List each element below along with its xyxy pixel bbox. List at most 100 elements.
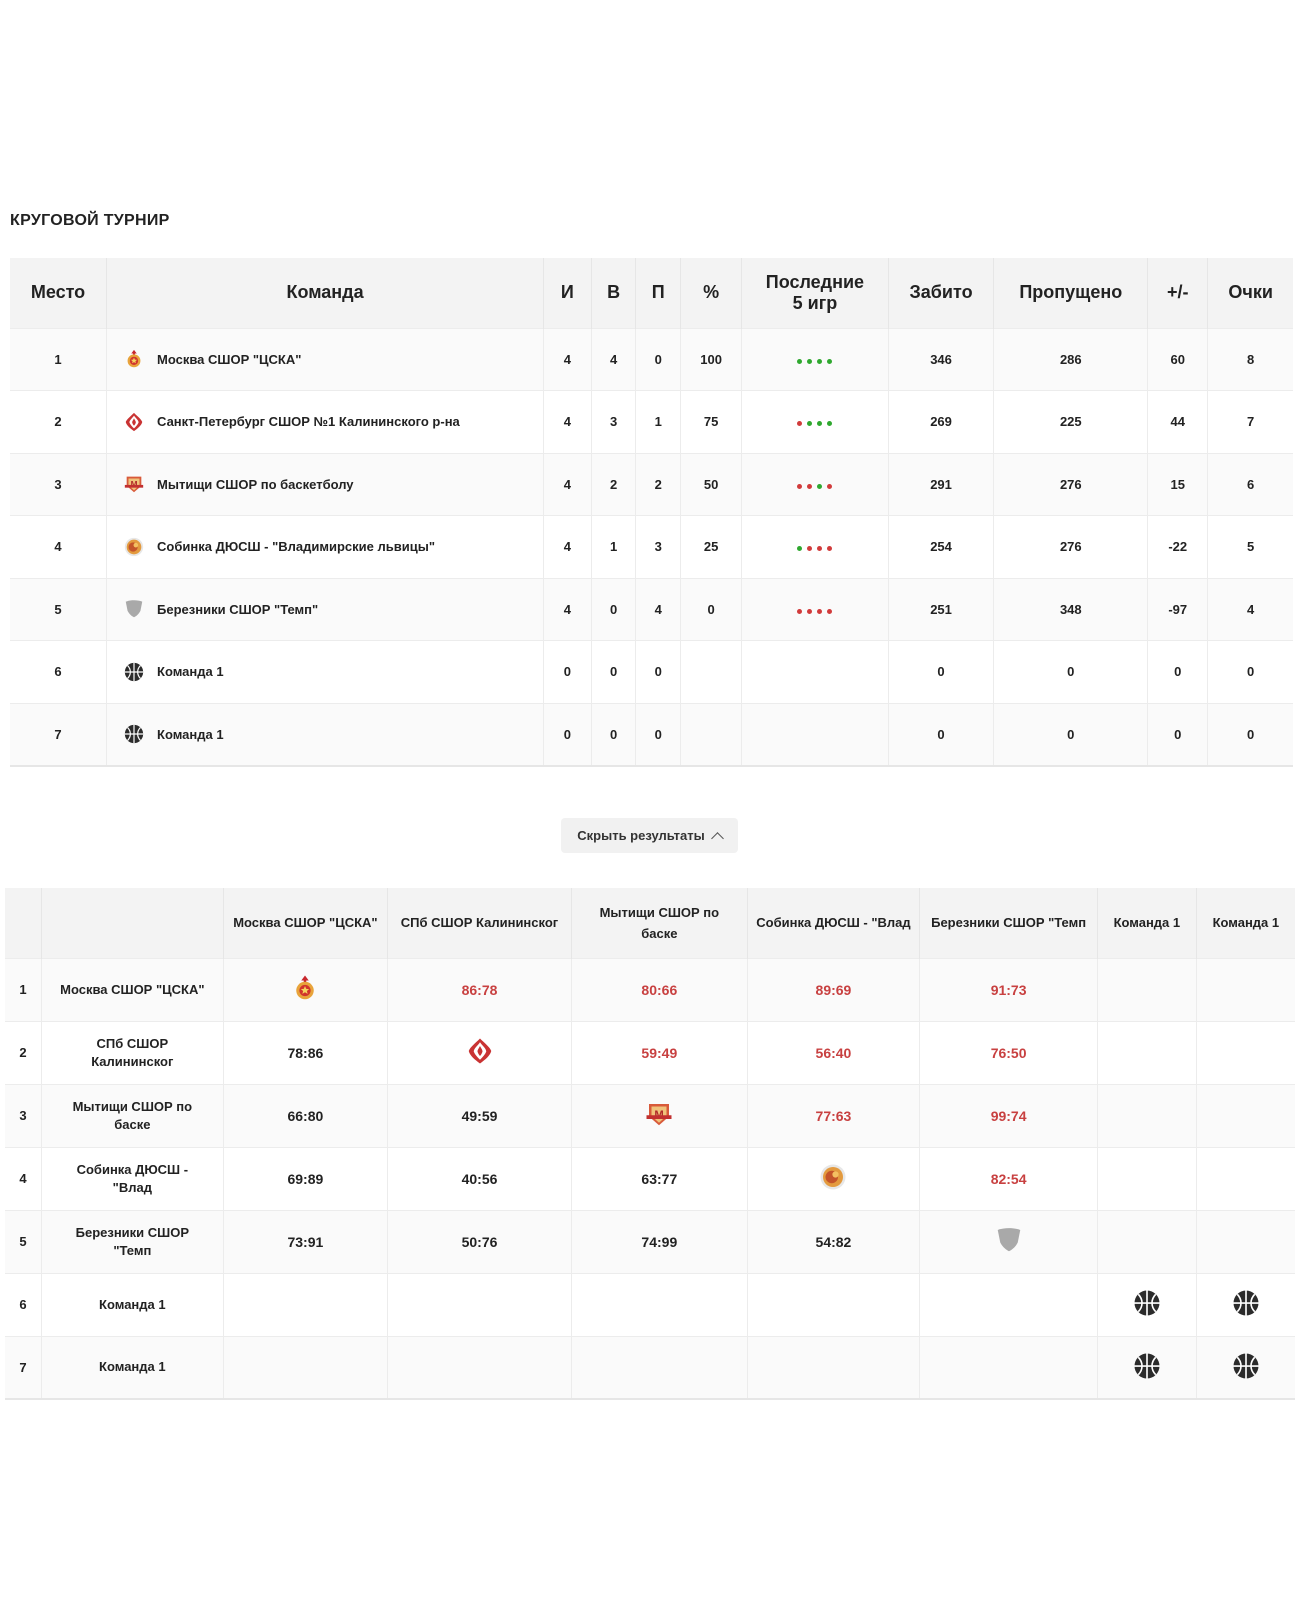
standings-row[interactable]: 4 Собинка ДЮСШ - "Владимирские львицы" 4 1 3… [10,515,1293,578]
team-name[interactable]: Команда 1 [157,726,224,742]
team-cell[interactable]: Санкт-Петербург СШОР №1 Калининского р-н… [106,390,545,453]
col-pct[interactable]: % [680,258,743,328]
team-cell[interactable]: M Мытищи СШОР по баскетболу [106,452,545,516]
losses-cell: 3 [635,515,682,578]
score-cell[interactable]: 54:82 [747,1209,921,1273]
wins-cell: 0 [591,577,637,641]
score-cell[interactable]: 66:80 [223,1083,389,1147]
self-match-cell [1196,1272,1295,1336]
conceded-cell: 0 [993,702,1149,766]
team-name[interactable]: Команда 1 [157,664,224,680]
row-number: 3 [5,1083,42,1147]
col-conceded[interactable]: Пропущено [993,258,1149,328]
row-number: 2 [5,1020,42,1084]
last5-cell [741,452,889,516]
team-name[interactable]: Собинка ДЮСШ - "Владимирские львицы" [157,539,435,555]
row-number: 5 [5,1209,42,1273]
score-cell[interactable]: 56:40 [747,1020,921,1084]
chevron-up-icon [710,831,724,845]
col-games[interactable]: И [543,258,592,328]
col-scored[interactable]: Забито [888,258,995,328]
standings-row[interactable]: 5 Березники СШОР "Темп" 4 0 4 0 251 348 -97 4 [10,577,1293,641]
score-cell[interactable]: 50:76 [387,1209,572,1273]
conceded-cell: 276 [993,515,1149,578]
self-match-cell [1097,1272,1197,1336]
row-team-name[interactable]: Команда 1 [41,1272,224,1336]
losses-cell: 4 [635,577,682,641]
conceded-cell: 348 [993,577,1149,641]
score-cell[interactable]: 59:49 [571,1020,748,1084]
score-cell[interactable]: 99:74 [919,1083,1098,1147]
team-cell[interactable]: Березники СШОР "Темп" [106,577,545,641]
opponent-header[interactable]: Москва СШОР "ЦСКА" [223,888,389,958]
standings-row[interactable]: 2 Санкт-Петербург СШОР №1 Калининского р-… [10,390,1293,453]
win-dot [797,546,803,552]
empty-cell [1196,957,1295,1021]
score-cell[interactable]: 86:78 [387,957,572,1021]
score-cell[interactable]: 82:54 [919,1146,1098,1210]
col-wins[interactable]: В [591,258,637,328]
opponent-header[interactable]: Березники СШОР "Темп [919,888,1098,958]
place-cell: 7 [10,702,108,766]
diff-cell: 0 [1147,702,1209,766]
col-points[interactable]: Очки [1207,258,1293,328]
team-name[interactable]: Санкт-Петербург СШОР №1 Калининского р-н… [157,414,460,430]
points-cell: 8 [1207,327,1293,391]
empty-cell [1196,1146,1295,1210]
self-match-cell [747,1146,921,1210]
hide-results-button[interactable]: Скрыть результаты [561,818,738,853]
col-team[interactable]: Команда [106,258,545,328]
team-name[interactable]: Березники СШОР "Темп" [157,601,319,617]
opponent-header[interactable]: Мытищи СШОР по баске [571,888,748,958]
standings-row[interactable]: 3 M Мытищи СШОР по баскетболу 4 2 2 50 291 276 15… [10,452,1293,516]
score-cell[interactable]: 76:50 [919,1020,1098,1084]
games-cell: 0 [543,640,592,703]
col-losses[interactable]: П [635,258,682,328]
opponent-header[interactable]: СПб СШОР Калининског [387,888,572,958]
scored-cell: 251 [888,577,995,641]
row-team-name[interactable]: Команда 1 [41,1335,224,1399]
row-team-name[interactable]: Березники СШОР "Темп [41,1209,224,1273]
score-cell[interactable]: 40:56 [387,1146,572,1210]
opponent-header[interactable]: Собинка ДЮСШ - "Влад [747,888,921,958]
team-cell[interactable]: Собинка ДЮСШ - "Владимирские львицы" [106,515,545,578]
score-cell[interactable]: 77:63 [747,1083,921,1147]
score-cell[interactable]: 49:59 [387,1083,572,1147]
team-cell[interactable]: Москва СШОР "ЦСКА" [106,327,545,391]
row-team-name[interactable]: Собинка ДЮСШ - "Влад [41,1146,224,1210]
team-cell[interactable]: Команда 1 [106,702,545,766]
opponent-header[interactable]: Команда 1 [1196,888,1295,958]
row-team-name[interactable]: СПб СШОР Калининског [41,1020,224,1084]
place-cell: 1 [10,327,108,391]
results-row: 4 Собинка ДЮСШ - "Влад 69:89 40:56 63:77 82:5… [5,1146,1295,1210]
results-row: 3 Мытищи СШОР по баске 66:80 49:59 M 77:63 99:… [5,1083,1295,1147]
standings-row[interactable]: 1 Москва СШОР "ЦСКА" 4 4 0 100 346 286 60 8 [10,327,1293,391]
score-cell[interactable]: 91:73 [919,957,1098,1021]
row-team-name[interactable]: Мытищи СШОР по баске [41,1083,224,1147]
losses-cell: 2 [635,452,682,516]
empty-cell [387,1335,572,1399]
score-cell[interactable]: 69:89 [223,1146,389,1210]
team-name[interactable]: Мытищи СШОР по баскетболу [157,476,354,492]
col-diff[interactable]: +/- [1147,258,1209,328]
score-cell[interactable]: 63:77 [571,1146,748,1210]
col-place[interactable]: Место [10,258,108,328]
col-last5[interactable]: Последние 5 игр [741,258,889,328]
score-cell[interactable]: 74:99 [571,1209,748,1273]
score-cell[interactable]: 89:69 [747,957,921,1021]
team-cell[interactable]: Команда 1 [106,640,545,703]
score-cell[interactable]: 78:86 [223,1020,389,1084]
score-cell[interactable]: 80:66 [571,957,748,1021]
team-name[interactable]: Москва СШОР "ЦСКА" [157,351,302,367]
results-row: 5 Березники СШОР "Темп 73:91 50:76 74:99 54:8… [5,1209,1295,1273]
basketball-logo-icon [1132,1288,1162,1318]
row-team-name[interactable]: Москва СШОР "ЦСКА" [41,957,224,1021]
opponent-header[interactable]: Команда 1 [1097,888,1197,958]
loss-dot [807,546,813,552]
score-cell[interactable]: 73:91 [223,1209,389,1273]
loss-dot [827,546,833,552]
row-number: 6 [5,1272,42,1336]
team-wrap: Березники СШОР "Темп" [123,598,543,620]
